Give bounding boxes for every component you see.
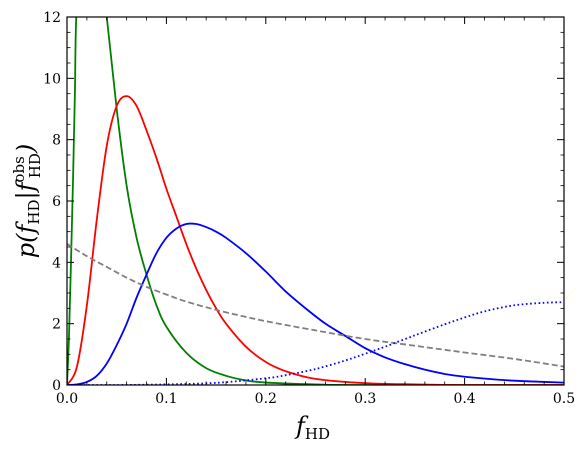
y-label-prefix: p( [12,233,40,258]
y-label-f2-sub: HD [26,153,44,178]
x-tick-label-4: 0.4 [453,391,475,407]
y-label-suffix: ) [12,144,40,154]
y-label-f1-sub: HD [25,200,43,225]
y-tick-label-3: 6 [52,194,61,210]
x-tick-label-1: 0.1 [155,391,177,407]
y-tick-label-1: 2 [52,317,61,333]
y-label-f2-sup: obs [10,156,28,182]
series-line-3 [67,222,564,385]
x-tick-label-5: 0.5 [553,391,575,407]
labels-layer: 0.0 0.1 0.2 0.3 0.4 0.5 0 2 4 6 8 10 12 [43,10,575,407]
y-tick-label-4: 8 [52,133,61,149]
y-axis-label: p(fHD|fobsHD) [10,144,44,259]
y-tick-label-6: 12 [43,10,61,26]
series-line-5 [67,301,564,385]
y-tick-label-5: 10 [43,71,61,87]
y-label-bar: | [12,191,41,199]
series-line-2 [67,95,564,385]
x-tick-label-0: 0.0 [56,391,78,407]
plot-frame [66,16,565,386]
x-tick-label-3: 0.3 [354,391,376,407]
series-line-1 [67,17,564,385]
y-tick-label-2: 4 [52,255,61,271]
x-axis-label: fHD [294,412,330,443]
x-label-sub: HD [305,425,330,443]
x-tick-label-2: 0.2 [255,391,277,407]
series-layer [67,17,564,385]
series-line-4 [67,243,564,368]
y-tick-label-0: 0 [52,378,61,394]
